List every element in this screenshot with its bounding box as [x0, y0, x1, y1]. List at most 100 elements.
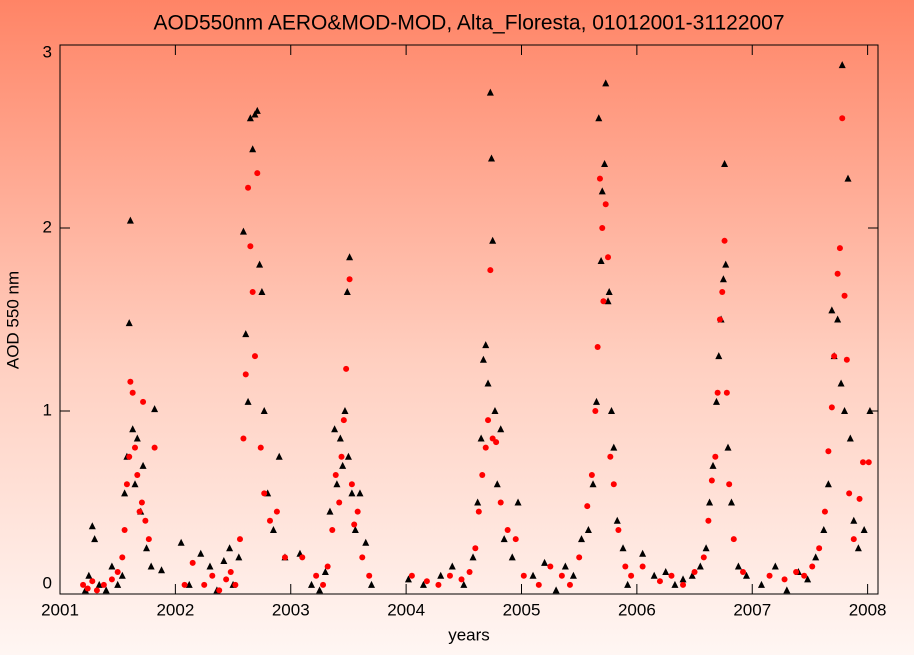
- circle-point: [793, 569, 800, 576]
- y-axis-label: AOD 550 nm: [3, 271, 22, 369]
- circle-point: [249, 289, 256, 296]
- x-axis-label: years: [448, 625, 490, 644]
- triangle-point: [226, 544, 234, 552]
- circle-point: [89, 578, 96, 585]
- plot-frame: [59, 44, 879, 595]
- circle-point: [607, 453, 614, 460]
- triangle-point: [131, 480, 139, 488]
- circle-point: [705, 517, 712, 524]
- circle-point: [479, 472, 486, 479]
- triangle-point: [500, 535, 508, 543]
- circle-point: [596, 175, 603, 182]
- circle-point: [242, 371, 249, 378]
- circle-point: [119, 554, 126, 561]
- triangle-point: [206, 562, 214, 570]
- circle-point: [846, 490, 853, 497]
- triangle-point: [742, 571, 750, 579]
- triangle-point: [662, 568, 670, 576]
- triangle-point: [177, 538, 185, 546]
- triangle-point: [838, 61, 846, 69]
- triangle-point: [316, 586, 324, 594]
- triangle-point: [497, 425, 505, 433]
- triangle-point: [114, 580, 122, 588]
- circle-point: [261, 490, 268, 497]
- triangle-point: [771, 562, 779, 570]
- circle-point: [232, 581, 239, 588]
- circle-point: [340, 417, 347, 424]
- circle-point: [324, 563, 331, 570]
- x-tick-label: 2006: [618, 600, 656, 619]
- circle-point: [850, 536, 857, 543]
- triangle-point: [102, 586, 110, 594]
- circle-point: [520, 572, 527, 579]
- circle-point: [145, 536, 152, 543]
- circle-point: [535, 581, 542, 588]
- triangle-point: [709, 461, 717, 469]
- triangle-point: [249, 145, 257, 153]
- triangle-point: [696, 562, 704, 570]
- circle-point: [266, 517, 273, 524]
- triangle-point: [158, 566, 166, 574]
- triangle-point: [866, 407, 874, 414]
- circle-point: [605, 254, 612, 261]
- triangle-point: [95, 580, 103, 588]
- circle-point: [227, 569, 234, 576]
- triangle-point: [820, 525, 828, 533]
- triangle-point: [126, 216, 134, 224]
- triangle-point: [624, 580, 632, 588]
- triangle-point: [854, 544, 862, 552]
- circle-point: [332, 472, 339, 479]
- circle-point: [446, 572, 453, 579]
- triangle-point: [724, 443, 732, 451]
- circle-point: [114, 569, 121, 576]
- triangle-point: [474, 498, 482, 506]
- triangle-point: [804, 575, 812, 583]
- triangle-point: [734, 562, 742, 570]
- triangle-point: [326, 507, 334, 515]
- triangle-point: [260, 407, 268, 414]
- circle-point: [136, 508, 143, 515]
- circle-point: [351, 521, 358, 528]
- triangle-point: [118, 571, 126, 579]
- circle-point: [366, 572, 373, 579]
- triangle-point: [143, 544, 151, 552]
- x-tick-label: 2003: [272, 600, 310, 619]
- circle-point: [497, 499, 504, 506]
- triangle-point: [610, 443, 618, 451]
- triangle-point: [147, 562, 155, 570]
- circle-point: [482, 444, 489, 451]
- circle-point: [566, 581, 573, 588]
- triangle-point: [333, 480, 341, 488]
- circle-point: [247, 243, 254, 250]
- triangle-point: [343, 288, 351, 296]
- triangle-point: [607, 407, 615, 414]
- circle-point: [584, 503, 591, 510]
- x-tick-label: 2004: [387, 600, 425, 619]
- circle-point: [346, 276, 353, 283]
- circle-point: [423, 578, 430, 585]
- circle-point: [628, 572, 635, 579]
- triangle-point: [484, 379, 492, 387]
- circle-point: [299, 554, 306, 561]
- triangle-point: [246, 114, 254, 122]
- circle-point: [84, 585, 91, 592]
- circle-point: [801, 572, 808, 579]
- triangle-point: [197, 549, 205, 557]
- circle-point: [856, 495, 863, 502]
- circle-point: [825, 448, 832, 455]
- triangle-point: [91, 535, 99, 543]
- triangle-point: [605, 288, 613, 296]
- triangle-point: [479, 355, 487, 363]
- triangle-point: [85, 571, 93, 579]
- triangle-point: [129, 425, 137, 433]
- circle-point: [251, 353, 258, 360]
- circle-point: [865, 459, 872, 466]
- triangle-point: [356, 489, 364, 497]
- triangle-point: [331, 425, 339, 433]
- triangle-point: [121, 489, 129, 497]
- triangle-point: [308, 580, 316, 588]
- circle-point: [273, 508, 280, 515]
- triangle-point: [541, 558, 549, 566]
